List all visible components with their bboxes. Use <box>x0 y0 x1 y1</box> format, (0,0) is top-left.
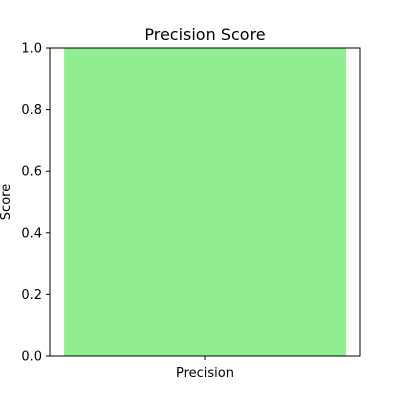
y-tick-label: 0.2 <box>21 288 42 303</box>
x-axis: Precision <box>176 356 234 381</box>
x-tick-label: Precision <box>176 366 234 381</box>
bar-precision <box>64 48 346 356</box>
y-axis: 0.0 0.2 0.4 0.6 0.8 1.0 <box>21 42 50 365</box>
y-tick-label: 1.0 <box>21 42 42 57</box>
y-tick-label: 0.6 <box>21 165 42 180</box>
y-tick-label: 0.8 <box>21 103 42 118</box>
y-tick-label: 0.0 <box>21 350 42 365</box>
bars-layer <box>64 48 346 356</box>
chart-title: Precision Score <box>144 25 265 44</box>
y-axis-label: Score <box>0 184 14 220</box>
y-tick-label: 0.4 <box>21 226 42 241</box>
